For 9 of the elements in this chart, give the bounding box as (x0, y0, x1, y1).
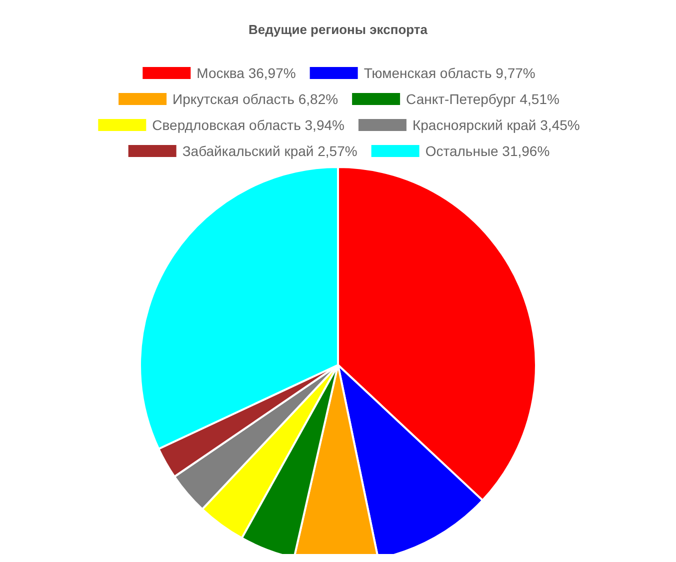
legend-label: Остальные 31,96% (425, 143, 550, 159)
legend-label: Санкт-Петербург 4,51% (406, 91, 560, 107)
chart-title: Ведущие регионы экспорта (248, 22, 428, 37)
legend-label: Тюменская область 9,77% (364, 65, 536, 81)
legend-label: Забайкальский край 2,57% (182, 143, 358, 159)
legend-label: Свердловская область 3,94% (152, 117, 344, 133)
legend-label: Красноярский край 3,45% (412, 117, 580, 133)
legend-label: Москва 36,97% (196, 65, 296, 81)
legend-label: Иркутская область 6,82% (172, 91, 338, 107)
